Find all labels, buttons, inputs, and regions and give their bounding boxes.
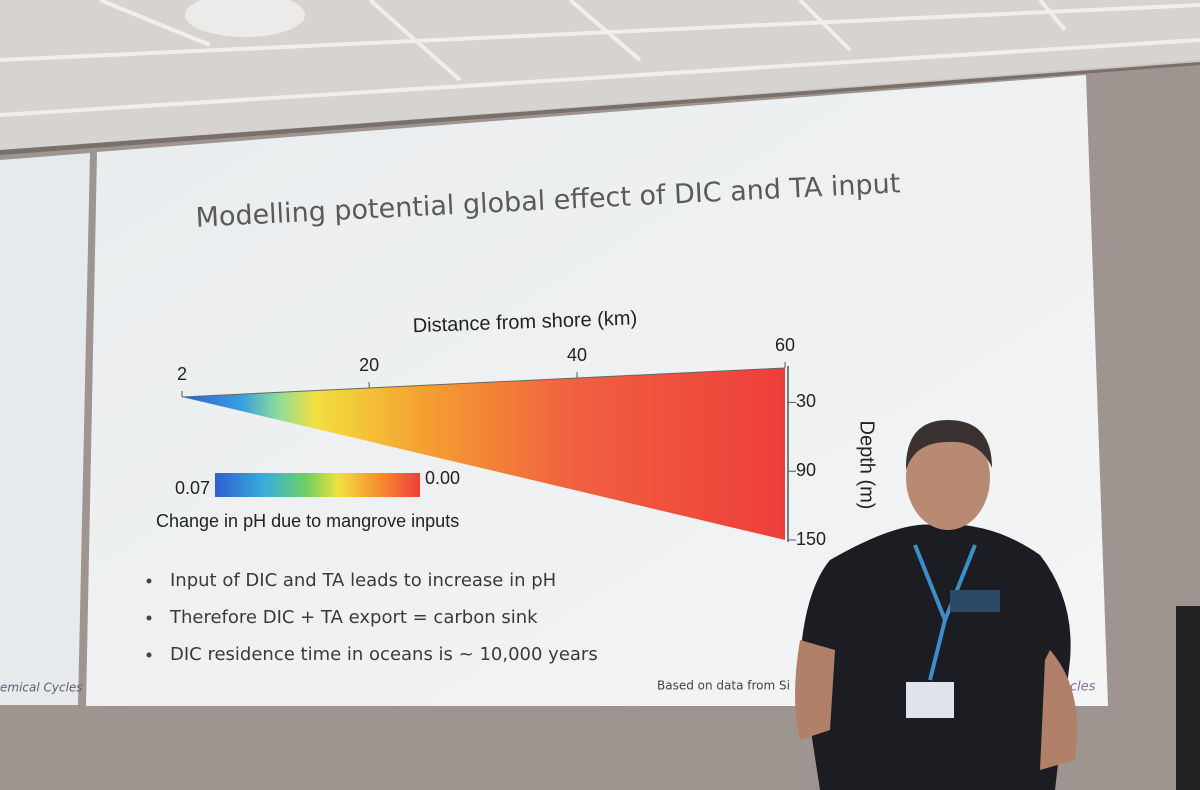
bullet-dot (146, 578, 152, 584)
x-tick-label: 2 (177, 364, 187, 384)
colorbar-tick-label: 0.07 (175, 478, 210, 498)
y-tick-label: 90 (796, 460, 816, 480)
colorbar-label: Change in pH due to mangrove inputs (156, 511, 459, 531)
speaker-box (1176, 606, 1200, 790)
bullet-list: Input of DIC and TA leads to increase in… (146, 570, 598, 665)
figure: Distance from shore (km) Depth (m) Chang… (156, 307, 878, 548)
ph-wedge (182, 368, 785, 540)
ceiling-fixture (185, 0, 305, 37)
y-tick-label: 150 (796, 529, 826, 549)
ceiling-grid (0, 0, 1200, 117)
bullet-text: DIC residence time in oceans is ~ 10,000… (170, 644, 598, 665)
bullet-dot (146, 652, 152, 658)
slide-footer: Based on data from Si (657, 679, 790, 693)
right-footer: cles (1070, 680, 1096, 695)
x-axis (181, 367, 786, 398)
left-footer: emical Cycles (0, 681, 83, 695)
bullet-dot (146, 615, 152, 621)
x-tick-label: 40 (567, 345, 587, 365)
ceiling-panels (0, 0, 1200, 150)
colorbar-tick-label: 0.00 (425, 468, 460, 488)
presenter (795, 420, 1078, 790)
bullet-text: Therefore DIC + TA export = carbon sink (169, 607, 538, 628)
bullet-text: Input of DIC and TA leads to increase in… (170, 570, 556, 591)
left-screen (0, 153, 90, 705)
x-tick-label: 20 (359, 355, 379, 375)
colorbar (215, 473, 420, 497)
y-axis-label: Depth (m) (856, 421, 878, 510)
x-tick-label: 60 (775, 335, 795, 355)
y-tick-label: 30 (796, 391, 816, 411)
